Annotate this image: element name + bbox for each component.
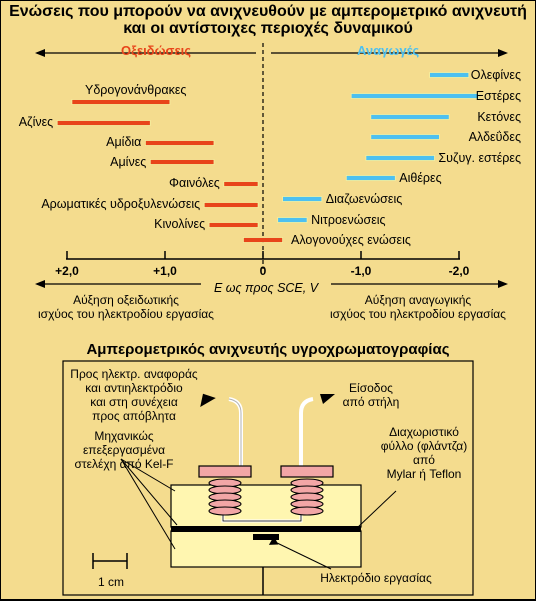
left-note: Αύξηση οξειδωτικής ισχύος του ηλεκτροδίο…	[1, 293, 251, 321]
reduction-arrowhead	[498, 49, 508, 57]
reduction-series-label: Νιτροενώσεις	[311, 213, 386, 227]
gasket-label-line1: Διαχωριστικό	[389, 425, 459, 439]
blocks-label-line2: επεξεργασμένα	[82, 443, 166, 457]
outlet-fitting-cap	[198, 465, 252, 478]
outlet-label-line1: Προς ηλεκτρ. αναφοράς	[70, 367, 198, 381]
outlet-arrowhead	[200, 393, 216, 407]
inlet-label: Είσοδος από στήλη	[311, 381, 431, 409]
gasket-label-line4: Mylar ή Teflon	[386, 467, 462, 481]
reduction-series-label: Συζυγ. εστέρες	[438, 151, 521, 165]
gasket-label-line2: φύλλο (φλάντζα)	[380, 439, 468, 453]
scale-label: 1 cm	[97, 575, 124, 589]
x-tick-label: -2,0	[449, 264, 470, 278]
blocks-label: Μηχανικώς επεξεργασμένα στελέχη από Kel-…	[59, 429, 189, 471]
outlet-tube-shade	[228, 398, 242, 469]
right-note-line2: ισχύος του ηλεκτροδίου εργασίας	[330, 307, 506, 321]
working-electrode	[253, 534, 279, 540]
oxidation-series-label: Αζίνες	[18, 115, 54, 129]
oxidation-series-label: Αρωματικές υδροξυλενώσεις	[41, 197, 201, 211]
reduction-region-label: Αναγωγές	[357, 43, 420, 58]
oxidation-range-bar	[208, 222, 259, 228]
x-axis-label: E ως προς SCE, V	[171, 281, 361, 295]
figure-title-line2: και οι αντίστοιχες περιοχές δυναμικού	[123, 20, 413, 37]
thread-turn	[208, 506, 242, 516]
inlet-label-line2: από στήλη	[342, 395, 400, 409]
figure-title-line1: Ενώσεις που μπορούν να ανιχνευθούν με αμ…	[9, 3, 527, 20]
left-note-line2: ισχύος του ηλεκτροδίου εργασίας	[38, 307, 214, 321]
inlet-fitting-thread	[290, 478, 324, 516]
electrode-leader-arrowhead	[268, 536, 279, 545]
x-tick-label: +2,0	[55, 264, 79, 278]
range-bars	[56, 72, 480, 243]
left-increase-arrowhead	[35, 280, 45, 288]
blocks-leader-2	[120, 458, 176, 492]
oxidation-range-bar	[144, 140, 215, 146]
gasket-label-line3: από	[413, 453, 435, 467]
electrode-leader	[272, 540, 332, 570]
reduction-series-label: Αλδεΰδες	[468, 130, 521, 144]
blocks-label-line3: στελέχη από Kel-F	[74, 457, 174, 471]
electrode-label: Ηλεκτρόδιο εργασίας	[320, 571, 432, 585]
reduction-series-label: Ολεφίνες	[470, 68, 521, 82]
outlet-fitting-thread	[208, 478, 242, 516]
reduction-series-label: Αιθέρες	[399, 171, 442, 185]
x-axis-ticks: +2,0 +1,0 0 -1,0 -2,0	[55, 251, 470, 278]
blocks-leader-1	[120, 458, 178, 526]
gasket-leader	[356, 490, 397, 529]
inlet-label-line1: Είσοδος	[349, 381, 393, 395]
detector-title: Αμπερομετρικός ανιχνευτής υγροχρωματογρα…	[86, 341, 450, 358]
reduction-range-bar	[365, 155, 435, 161]
reduction-range-bar	[282, 196, 323, 202]
reduction-series-label: Εστέρες	[475, 89, 521, 103]
reduction-range-bar	[370, 114, 450, 120]
outlet-label-line4: προς απόβλητα	[92, 409, 176, 423]
gasket-label: Διαχωριστικό φύλλο (φλάντζα) από Mylar ή…	[349, 425, 499, 481]
outlet-label-line3: και στη συνέχεια	[90, 395, 178, 409]
reduction-range-bar	[277, 217, 308, 223]
left-note-line1: Αύξηση οξειδωτικής	[73, 293, 179, 307]
reduction-range-bar	[429, 72, 470, 78]
x-tick-label: 0	[260, 264, 267, 278]
reduction-range-bar	[370, 134, 440, 140]
thread-turn	[290, 506, 324, 516]
inlet-tube	[299, 397, 314, 469]
blocks-leader-3	[120, 458, 176, 550]
right-increase-arrowhead	[498, 280, 508, 288]
outlet-label-line2: και αντιηλεκτρόδιο	[85, 381, 183, 395]
oxidation-region-label: Οξειδώσεις	[121, 43, 191, 58]
oxidation-range-bar	[242, 237, 283, 243]
reduction-range-bar	[345, 175, 396, 181]
oxidation-range-bar	[203, 202, 259, 208]
oxidation-range-bar	[223, 181, 259, 187]
x-tick-label: +1,0	[153, 264, 177, 278]
inlet-fitting-cap	[280, 465, 334, 478]
reduction-series-label: Κετόνες	[477, 110, 521, 124]
oxidation-range-bar	[149, 159, 215, 165]
oxidation-series-label: Αλογονούχες ενώσεις	[291, 233, 411, 247]
blocks-label-line1: Μηχανικώς	[94, 429, 154, 443]
oxidation-range-bar	[71, 99, 171, 105]
oxidation-series-label: Αμίδια	[106, 135, 142, 149]
right-note: Αύξηση αναγωγικής ισχύος του ηλεκτροδίου…	[301, 293, 535, 321]
reduction-series-label: Διαζωενώσεις	[325, 192, 403, 206]
right-note-line1: Αύξηση αναγωγικής	[364, 293, 472, 307]
oxidation-series-label: Κινολίνες	[154, 217, 206, 231]
reduction-range-bar	[350, 93, 480, 99]
oxidation-arrowhead	[35, 49, 45, 57]
oxidation-range-bar	[56, 120, 151, 126]
x-tick-label: -1,0	[351, 264, 372, 278]
gasket-sheet	[171, 526, 361, 532]
oxidation-series-label: Αμίνες	[110, 155, 147, 169]
detector-frame	[62, 360, 474, 596]
oxidation-series-label: Φαινόλες	[169, 176, 220, 190]
inlet-arrowhead	[320, 394, 335, 404]
x-axis-label-text: E ως προς SCE, V	[213, 281, 319, 295]
outlet-tube	[228, 397, 243, 469]
outlet-label: Προς ηλεκτρ. αναφοράς και αντιηλεκτρόδιο…	[65, 367, 203, 423]
oxidation-series-label: Υδρογονάνθρακες	[85, 83, 187, 97]
